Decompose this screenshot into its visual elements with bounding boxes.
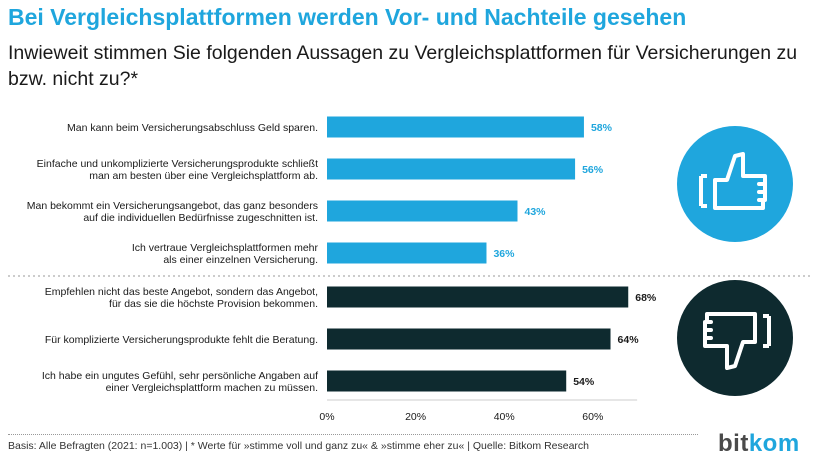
- bar: [327, 328, 611, 350]
- bar-value-label: 54%: [573, 376, 595, 388]
- x-tick-label: 40%: [494, 411, 515, 423]
- chart-title: Bei Vergleichsplattformen werden Vor- un…: [8, 4, 687, 30]
- bar-value-label: 36%: [493, 248, 515, 260]
- bar-category-label: für das sie die höchste Provision bekomm…: [109, 298, 318, 310]
- bar-value-label: 56%: [582, 164, 604, 176]
- bar-category-label: Für komplizierte Versicherungsprodukte f…: [45, 334, 318, 346]
- bar-category-label: Man kann beim Versicherungsabschluss Gel…: [67, 122, 318, 134]
- bar-category-label: man am besten über eine Vergleichsplattf…: [89, 170, 318, 182]
- bar-category-label: Empfehlen nicht das beste Angebot, sonde…: [45, 286, 318, 298]
- bar: [327, 286, 629, 308]
- logo-text-kom: kom: [748, 430, 800, 457]
- bar-value-label: 64%: [618, 334, 640, 346]
- bar-value-label: 68%: [635, 292, 657, 304]
- bar: [327, 116, 584, 138]
- thumbs-up-icon: [677, 126, 793, 242]
- bar-value-label: 58%: [591, 122, 613, 134]
- source-note: Basis: Alle Befragten (2021: n=1.003) | …: [8, 440, 590, 452]
- footer-divider: [8, 434, 698, 435]
- logo-text-bit: bit: [718, 430, 749, 457]
- chart-subtitle: Inwieweit stimmen Sie folgenden Aussagen…: [8, 42, 798, 90]
- x-tick-label: 60%: [582, 411, 603, 423]
- bar-category-label: Einfache und unkomplizierte Versicherung…: [37, 158, 318, 170]
- bar: [327, 158, 576, 180]
- bitkom-logo: bitkom: [718, 430, 800, 458]
- bar-value-label: 43%: [524, 206, 546, 218]
- x-tick-label: 0%: [319, 411, 334, 423]
- bar-category-label: Ich habe ein ungutes Gefühl, sehr persön…: [42, 370, 318, 382]
- x-tick-label: 20%: [405, 411, 426, 423]
- bar-category-label: Ich vertraue Vergleichsplattformen mehr: [132, 242, 319, 254]
- bar-category-label: einer Vergleichsplattform machen zu müss…: [106, 382, 318, 394]
- bar: [327, 242, 487, 264]
- bar: [327, 370, 567, 392]
- bar-category-label: als einer einzelnen Versicherung.: [163, 254, 318, 266]
- bar-category-label: auf die individuellen Bedürfnisse zugesc…: [83, 212, 318, 224]
- bar: [327, 200, 518, 222]
- bar-chart: 58% Man kann beim Versicherungsabschluss …: [8, 116, 812, 423]
- bar-category-label: Man bekommt ein Versicherungsangebot, da…: [27, 200, 318, 212]
- thumbs-down-icon: [677, 280, 793, 396]
